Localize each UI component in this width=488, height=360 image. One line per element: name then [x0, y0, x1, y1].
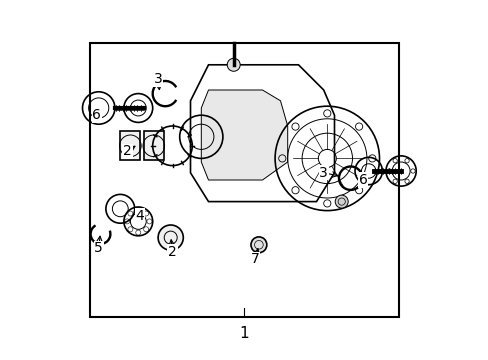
Text: 2: 2 [123, 144, 132, 158]
Circle shape [335, 195, 347, 208]
Text: 6: 6 [92, 108, 101, 122]
Bar [143, 131, 163, 160]
Text: 3: 3 [319, 166, 327, 180]
Text: 3: 3 [153, 72, 162, 86]
Text: 5: 5 [94, 242, 103, 255]
Circle shape [250, 237, 266, 253]
Polygon shape [201, 90, 287, 180]
Circle shape [158, 225, 183, 250]
Text: 6: 6 [358, 173, 367, 187]
Bar [120, 131, 140, 160]
Text: 4: 4 [136, 209, 144, 223]
Text: 1: 1 [239, 325, 249, 341]
Bar [89, 43, 399, 317]
Text: 7: 7 [250, 252, 259, 266]
Text: 2: 2 [168, 245, 177, 259]
Circle shape [227, 58, 240, 71]
Polygon shape [190, 65, 334, 202]
